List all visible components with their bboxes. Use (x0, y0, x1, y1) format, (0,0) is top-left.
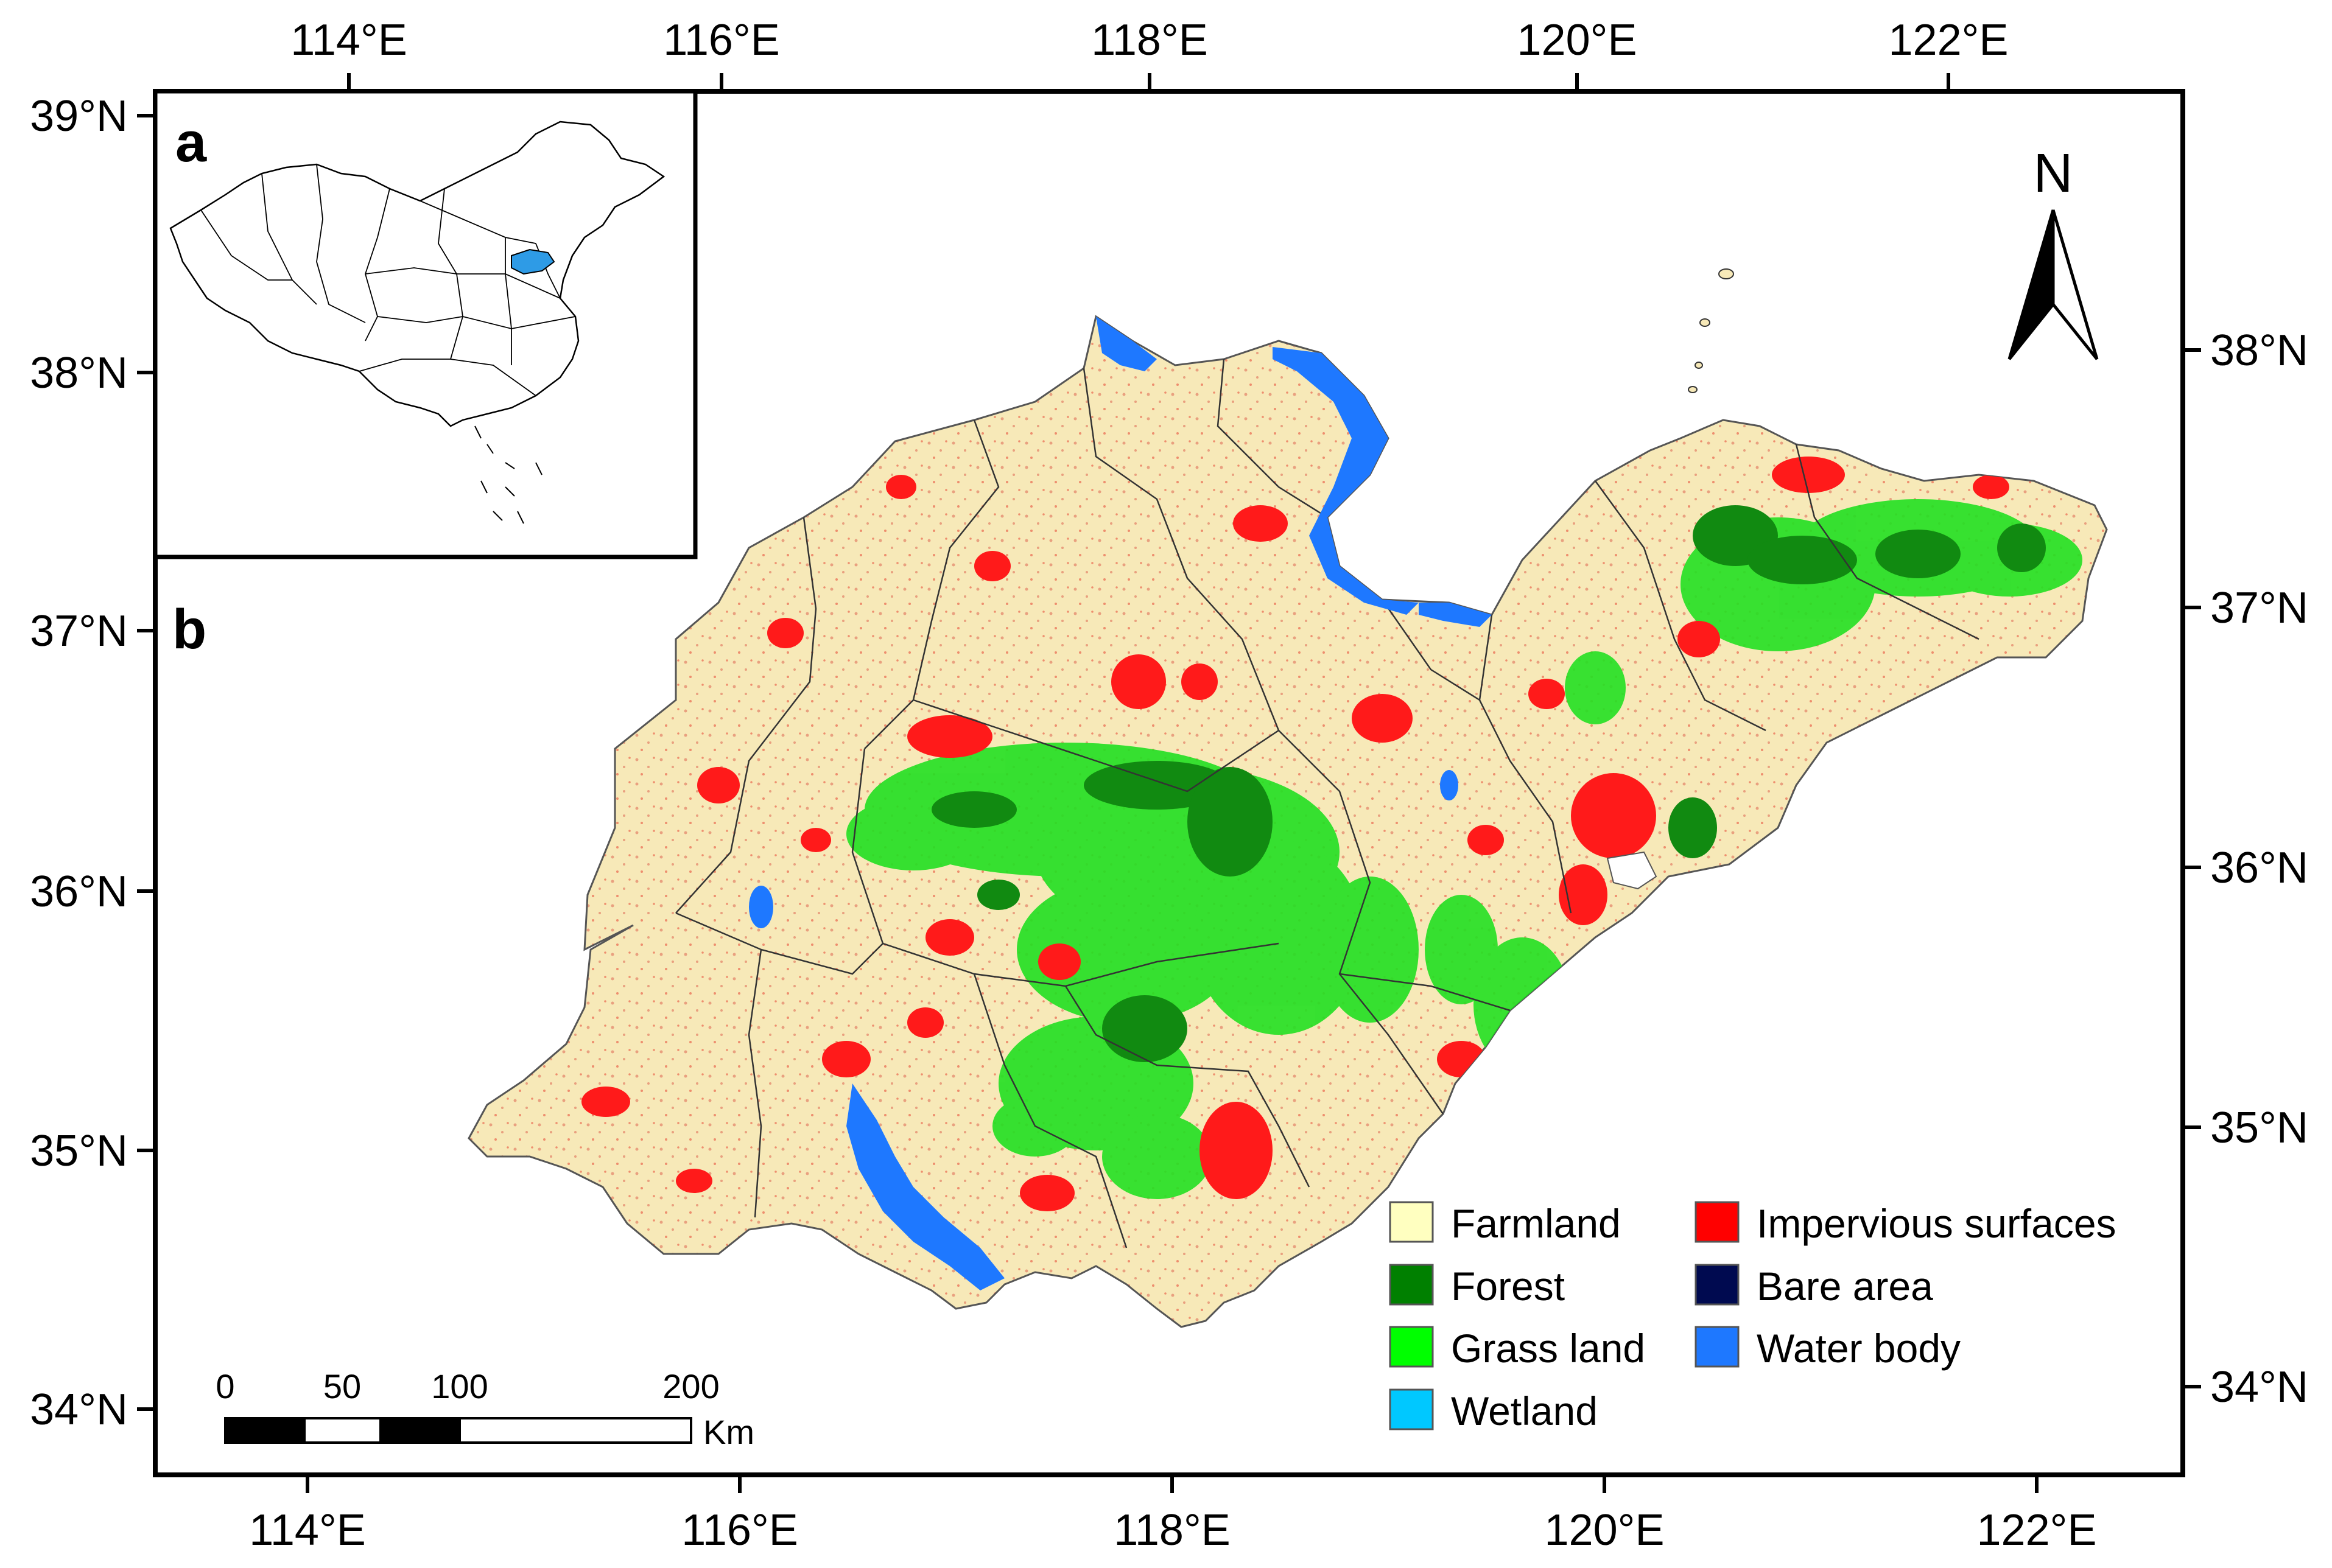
scale-segment (379, 1417, 461, 1444)
impervious-areas (581, 457, 2009, 1211)
left-lat-label: 34°N (30, 1385, 128, 1434)
left-lat-label: 38°N (30, 349, 128, 397)
north-label: N (2034, 143, 2073, 204)
water-areas (749, 770, 1458, 1290)
right-lat-label: 34°N (2210, 1363, 2308, 1412)
inset-china-map: a (153, 89, 698, 559)
top-lon-label: 116°E (663, 16, 780, 65)
legend-swatch (1389, 1326, 1434, 1368)
legend-swatch (1389, 1264, 1434, 1306)
legend-label: Forest (1451, 1264, 1565, 1309)
china-outline (169, 121, 666, 427)
prefecture-boundaries (675, 359, 1979, 1248)
legend-item: Farmland (1389, 1201, 1621, 1246)
main-panel-label: b (172, 598, 206, 660)
legend-item: Wetland (1389, 1388, 1598, 1433)
legend-item: Impervious surfaces (1695, 1201, 2116, 1246)
left-lat-label: 35°N (30, 1127, 128, 1175)
legend-item: Grass land (1389, 1326, 1645, 1371)
legend-swatch (1695, 1326, 1740, 1368)
legend-label: Water body (1757, 1326, 1961, 1371)
right-latitude-labels: 38°N 37°N 36°N 35°N 34°N (2210, 326, 2308, 1412)
right-lat-label: 36°N (2210, 844, 2308, 892)
legend-label: Wetland (1451, 1388, 1598, 1433)
bottom-lon-label: 120°E (1545, 1506, 1665, 1555)
top-lon-label: 114°E (290, 16, 407, 65)
inset-panel-label: a (175, 111, 207, 173)
scale-segment (458, 1417, 692, 1444)
scale-unit-label: Km (703, 1413, 754, 1451)
top-lon-label: 120°E (1517, 16, 1637, 65)
right-lat-label: 37°N (2210, 584, 2308, 632)
bottom-lon-label: 114°E (249, 1506, 366, 1555)
top-longitude-labels: 114°E 116°E 118°E 120°E 122°E (290, 16, 2008, 65)
legend-item: Water body (1695, 1326, 1961, 1371)
bottom-lon-label: 118°E (1114, 1506, 1231, 1555)
bottom-ticks (306, 1475, 2039, 1493)
scale-tick-label: 100 (431, 1367, 488, 1405)
scale-segment (303, 1417, 382, 1444)
forest-areas (932, 505, 2046, 1062)
legend-swatch (1695, 1201, 1740, 1243)
islands (1688, 268, 1734, 393)
legend-swatch (1695, 1264, 1740, 1306)
shandong-province (468, 268, 2108, 1328)
legend-label: Farmland (1451, 1201, 1621, 1246)
bottom-lon-label: 122°E (1977, 1506, 2097, 1555)
legend-label: Grass land (1451, 1326, 1645, 1371)
legend-item: Forest (1389, 1264, 1565, 1309)
scale-tick-label: 50 (323, 1367, 361, 1405)
shandong-highlight (511, 248, 555, 275)
scale-tick-label: 200 (662, 1367, 719, 1405)
bottom-lon-label: 116°E (681, 1506, 798, 1555)
north-arrow: N (2007, 143, 2099, 360)
legend: Farmland Forest Grass land Wetland Imper… (1389, 1201, 2116, 1433)
legend-label: Impervious surfaces (1757, 1201, 2116, 1246)
bottom-longitude-labels: 114°E 116°E 118°E 120°E 122°E (249, 1506, 2096, 1555)
top-lon-label: 122°E (1889, 16, 2009, 65)
south-china-sea-islands (474, 425, 543, 524)
scale-tick-label: 0 (216, 1367, 234, 1405)
scale-bar: 0 50 100 200 Km (216, 1367, 754, 1451)
left-latitude-labels: 39°N 38°N 37°N 36°N 35°N 34°N (30, 92, 128, 1434)
left-lat-label: 37°N (30, 607, 128, 656)
legend-label: Bare area (1757, 1264, 1933, 1309)
legend-swatch (1389, 1201, 1434, 1243)
left-lat-label: 39°N (30, 92, 128, 141)
right-ticks (2183, 348, 2201, 1388)
top-lon-label: 118°E (1091, 16, 1208, 65)
legend-item: Bare area (1695, 1264, 1933, 1309)
north-arrow-icon (2007, 209, 2099, 360)
top-ticks (347, 73, 1950, 91)
coastal-water (1096, 317, 1657, 890)
scale-segment (224, 1417, 306, 1444)
right-lat-label: 38°N (2210, 326, 2308, 375)
left-ticks (137, 114, 155, 1411)
left-lat-label: 36°N (30, 867, 128, 916)
legend-swatch (1389, 1388, 1434, 1430)
right-lat-label: 35°N (2210, 1104, 2308, 1152)
china-province-lines (200, 164, 576, 396)
